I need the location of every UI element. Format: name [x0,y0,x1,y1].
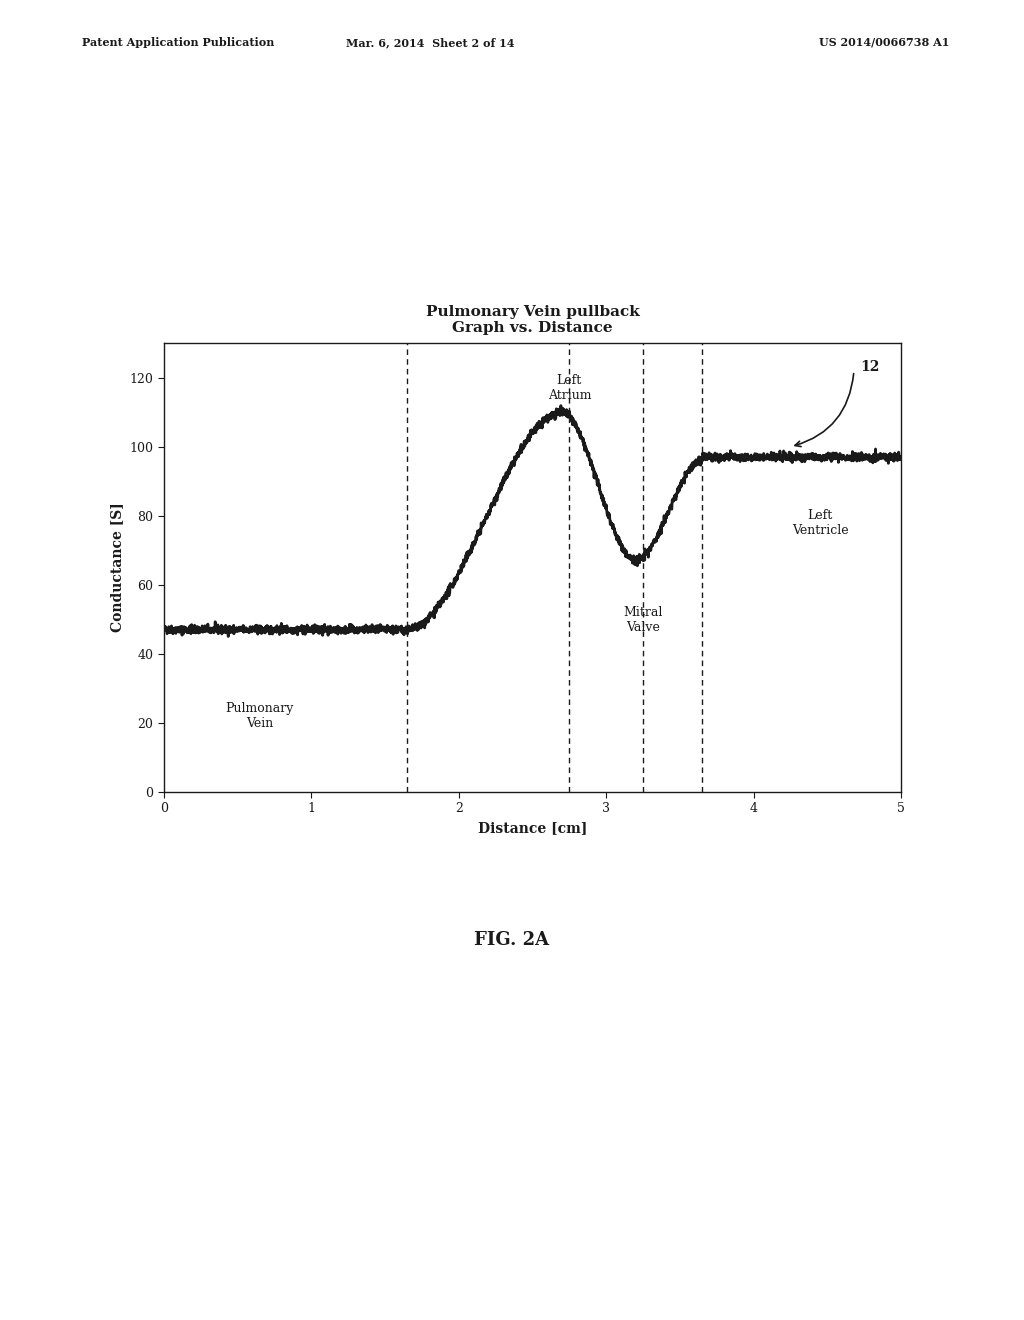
Y-axis label: Conductance [S]: Conductance [S] [110,503,124,632]
Title: Pulmonary Vein pullback
Graph vs. Distance: Pulmonary Vein pullback Graph vs. Distan… [426,305,639,335]
Text: Mitral
Valve: Mitral Valve [624,606,663,634]
X-axis label: Distance [cm]: Distance [cm] [478,821,587,836]
Text: Patent Application Publication: Patent Application Publication [82,37,274,48]
Text: Pulmonary
Vein: Pulmonary Vein [225,702,294,730]
Text: Left
Atrium: Left Atrium [548,374,591,401]
Text: 12: 12 [860,360,880,375]
Text: US 2014/0066738 A1: US 2014/0066738 A1 [819,37,949,48]
Text: FIG. 2A: FIG. 2A [474,931,550,949]
Text: Left
Ventricle: Left Ventricle [792,508,848,537]
Text: Mar. 6, 2014  Sheet 2 of 14: Mar. 6, 2014 Sheet 2 of 14 [346,37,514,48]
